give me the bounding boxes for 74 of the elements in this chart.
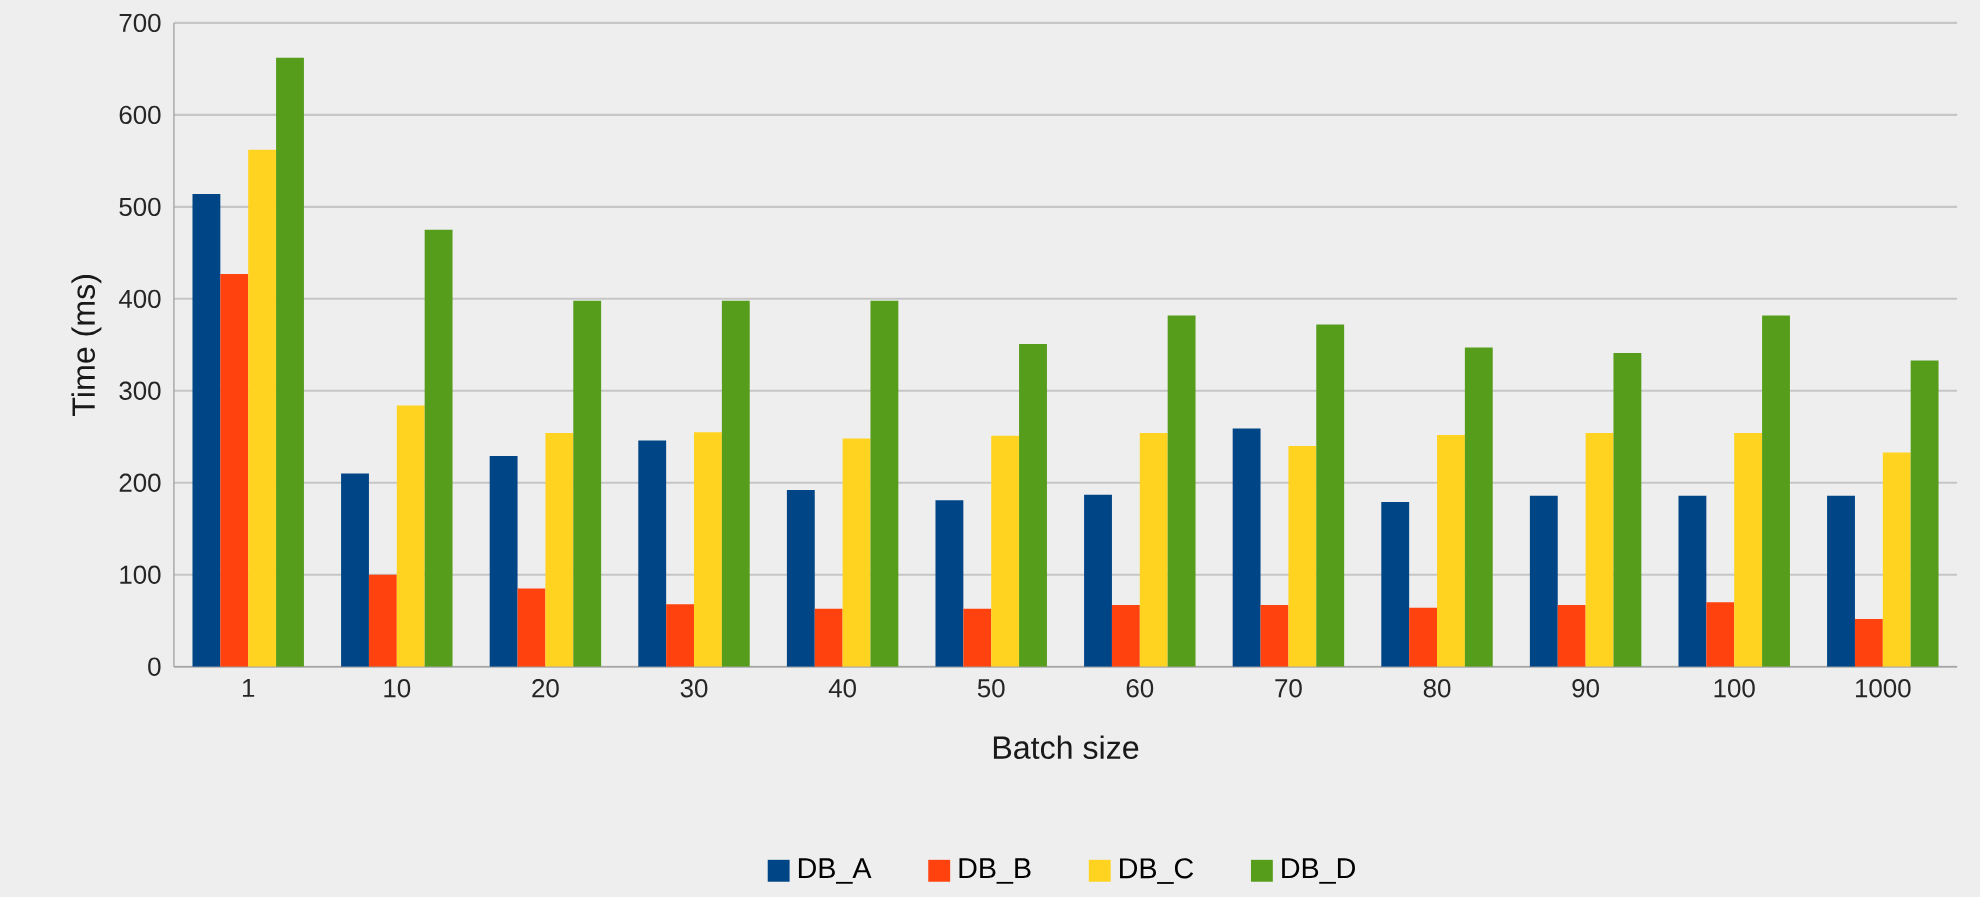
bar — [842, 438, 871, 667]
y-tick-label: 400 — [118, 289, 161, 308]
bar — [220, 273, 249, 667]
bar — [489, 455, 518, 667]
y-tick-label: 200 — [119, 473, 161, 492]
bar — [1854, 618, 1883, 667]
bar — [1910, 360, 1939, 667]
bar — [1381, 501, 1410, 667]
bar — [935, 500, 964, 667]
y-tick-label: 600 — [119, 105, 161, 124]
bar — [192, 193, 221, 667]
x-tick-label: 70 — [1275, 678, 1302, 698]
bar — [814, 608, 843, 667]
bar — [1762, 315, 1790, 667]
bar — [396, 405, 425, 667]
x-tick-label: 20 — [532, 678, 559, 698]
legend-label: DB_A — [798, 858, 872, 884]
y-axis-title: Time (ms) — [71, 274, 102, 416]
bar — [666, 603, 695, 667]
bar — [1827, 495, 1855, 667]
y-tick-label: 100 — [120, 565, 161, 584]
bar — [1464, 347, 1493, 667]
x-tick-label: 40 — [828, 678, 856, 698]
bar — [721, 300, 750, 667]
y-tick-label: 700 — [119, 13, 161, 32]
bar — [1084, 494, 1112, 667]
x-axis-title: Batch size — [993, 735, 1139, 759]
legend-label: DB_D — [1282, 858, 1355, 884]
x-tick-label: 90 — [1572, 678, 1599, 698]
bar — [1139, 432, 1168, 667]
bar — [1288, 445, 1317, 667]
bar — [276, 57, 304, 667]
bar — [1232, 428, 1261, 667]
bar — [1678, 495, 1707, 667]
bar — [1437, 434, 1465, 667]
bar — [694, 431, 722, 667]
bar — [1111, 604, 1140, 667]
bar — [1167, 315, 1196, 667]
x-tick-label: 1000 — [1856, 678, 1911, 698]
y-tick-label: 500 — [119, 197, 161, 216]
x-tick-label: 1 — [242, 678, 255, 697]
legend-label: DB_B — [959, 858, 1031, 884]
x-tick-label: 50 — [977, 678, 1005, 698]
bar — [1706, 602, 1735, 667]
bar — [1316, 324, 1345, 667]
bar — [963, 608, 992, 667]
x-tick-label: 30 — [680, 678, 708, 698]
bar — [1882, 452, 1911, 667]
x-tick-label: 60 — [1126, 678, 1154, 698]
bar — [1409, 607, 1438, 667]
bar — [1613, 352, 1642, 667]
bar — [545, 432, 574, 667]
bar — [424, 229, 453, 667]
bar — [1260, 604, 1289, 667]
x-tick-label: 100 — [1714, 678, 1755, 698]
bar — [248, 149, 277, 667]
y-tick-label: 300 — [119, 381, 161, 400]
bar — [991, 435, 1020, 667]
bar — [368, 574, 397, 667]
x-tick-label: 80 — [1423, 678, 1451, 698]
bar — [341, 473, 369, 667]
bar — [1585, 432, 1614, 667]
x-tick-label: 10 — [384, 678, 411, 698]
bar — [1019, 343, 1047, 667]
bar — [1734, 432, 1763, 667]
y-tick-label: 0 — [148, 657, 161, 676]
bar — [870, 300, 899, 667]
bar — [573, 300, 602, 667]
legend-label: DB_C — [1120, 857, 1194, 884]
bar — [786, 489, 815, 667]
bar — [1557, 604, 1586, 667]
bar — [517, 588, 546, 667]
bar — [1529, 495, 1558, 667]
bar — [638, 440, 667, 667]
